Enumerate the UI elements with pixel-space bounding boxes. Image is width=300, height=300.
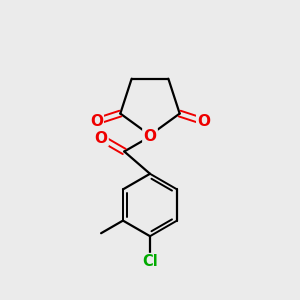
Text: N: N [144,128,156,142]
Text: O: O [143,129,157,144]
Text: Cl: Cl [142,254,158,269]
Text: O: O [94,130,108,146]
Text: O: O [90,114,103,129]
Text: O: O [197,114,210,129]
